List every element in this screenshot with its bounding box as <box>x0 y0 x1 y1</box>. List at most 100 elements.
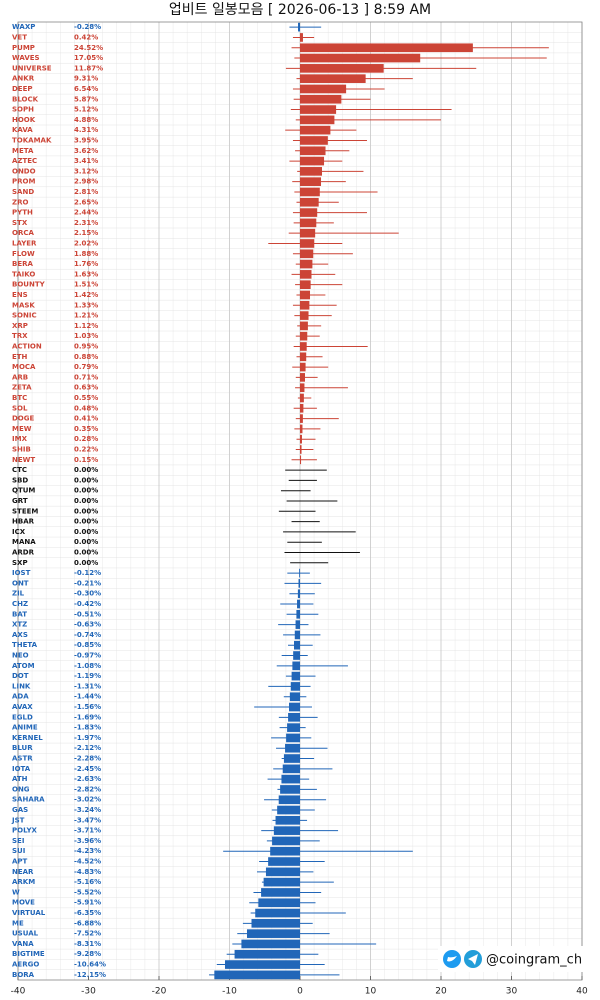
value-label: 0.42% <box>74 33 98 41</box>
bar <box>265 867 300 877</box>
row-label: BAT <box>12 610 27 618</box>
value-label: -0.85% <box>74 641 101 649</box>
value-label: 2.15% <box>74 229 98 237</box>
row-label: BERA <box>12 260 34 268</box>
value-label: -2.63% <box>74 775 101 783</box>
value-label: -2.12% <box>74 744 101 752</box>
row-label: SUI <box>12 847 25 855</box>
value-label: 0.71% <box>74 373 98 381</box>
x-tick-label: -40 <box>11 987 26 997</box>
row-label: MANA <box>12 538 36 546</box>
x-tick-label: 20 <box>435 987 447 997</box>
row-label: DOT <box>12 672 29 680</box>
row-label: ASTR <box>12 755 33 763</box>
row-label: APT <box>12 858 28 866</box>
value-label: -9.28% <box>74 950 101 958</box>
bar <box>300 321 308 331</box>
value-label: 1.51% <box>74 281 98 289</box>
x-tick-label: 40 <box>576 987 588 997</box>
row-label: KAVA <box>12 126 33 134</box>
bar <box>300 208 318 217</box>
value-label: -1.19% <box>74 672 101 680</box>
bar <box>251 919 300 928</box>
bar <box>300 105 337 114</box>
bar <box>300 249 314 259</box>
bar <box>273 826 300 835</box>
value-label: 1.42% <box>74 291 98 299</box>
row-label: USUAL <box>12 930 39 938</box>
row-label: AERGO <box>12 961 39 969</box>
row-label: POLYX <box>12 827 38 835</box>
row-label: XTZ <box>12 621 27 629</box>
bar <box>300 74 366 83</box>
bar <box>297 589 300 599</box>
value-label: 3.62% <box>74 147 98 155</box>
x-tick-label: -10 <box>222 987 237 997</box>
row-label: SBD <box>12 476 28 484</box>
value-label: 0.00% <box>74 487 98 495</box>
value-label: 1.33% <box>74 301 98 309</box>
row-label: ORCA <box>12 229 34 237</box>
bar <box>300 383 305 393</box>
row-label: ARKM <box>12 878 35 886</box>
value-label: 0.63% <box>74 384 98 392</box>
value-label: -7.52% <box>74 930 101 938</box>
row-label: ONT <box>12 579 29 587</box>
bar <box>258 898 300 908</box>
row-label: WAXP <box>12 23 35 31</box>
bar <box>268 857 300 866</box>
bar <box>281 774 300 784</box>
row-label: ARB <box>12 373 28 381</box>
value-label: 0.00% <box>74 466 98 474</box>
bar <box>300 156 325 166</box>
value-label: 11.87% <box>74 64 103 72</box>
row-label: NEAR <box>12 868 34 876</box>
value-label: -3.96% <box>74 837 101 845</box>
bar <box>300 218 317 228</box>
row-label: ICX <box>12 528 26 536</box>
value-label: 3.41% <box>74 157 98 165</box>
bar <box>293 651 300 660</box>
row-label: ATH <box>12 775 28 783</box>
row-label: PYTH <box>12 209 33 217</box>
value-label: 1.76% <box>74 260 98 268</box>
value-label: -1.44% <box>74 693 101 701</box>
row-label: ZETA <box>12 384 32 392</box>
bar <box>255 908 300 918</box>
value-label: 0.00% <box>74 518 98 526</box>
bar <box>292 661 300 671</box>
value-label: 2.31% <box>74 219 98 227</box>
watermark: @coingram_ch <box>438 946 590 972</box>
bar <box>300 445 302 454</box>
row-label: ONG <box>12 785 30 793</box>
bar <box>246 929 300 938</box>
bar <box>300 300 310 310</box>
value-label: -1.83% <box>74 724 101 732</box>
value-label: 0.48% <box>74 404 98 412</box>
watermark-text: @coingram_ch <box>486 953 582 968</box>
value-label: -4.52% <box>74 858 101 866</box>
bar <box>294 630 300 640</box>
value-label: -10.64% <box>74 961 106 969</box>
value-label: -0.63% <box>74 621 101 629</box>
value-label: -6.35% <box>74 909 101 917</box>
x-tick-label: 10 <box>365 987 377 997</box>
row-label: ENS <box>12 291 28 299</box>
bar <box>300 352 307 362</box>
row-label: TAIKO <box>12 270 35 278</box>
row-label: HOOK <box>12 116 36 124</box>
row-label: UNIVERSE <box>12 64 52 72</box>
bar <box>296 609 300 619</box>
value-label: 2.02% <box>74 239 98 247</box>
row-label: BLOCK <box>12 95 39 103</box>
row-label: W <box>12 888 20 896</box>
value-label: 5.87% <box>74 95 98 103</box>
bar <box>300 342 307 351</box>
row-label: ME <box>12 919 24 927</box>
row-label: BLUR <box>12 744 33 752</box>
watermark-bg <box>438 946 590 972</box>
bar <box>241 939 300 949</box>
bar <box>300 424 303 434</box>
row-label: GAS <box>12 806 28 814</box>
